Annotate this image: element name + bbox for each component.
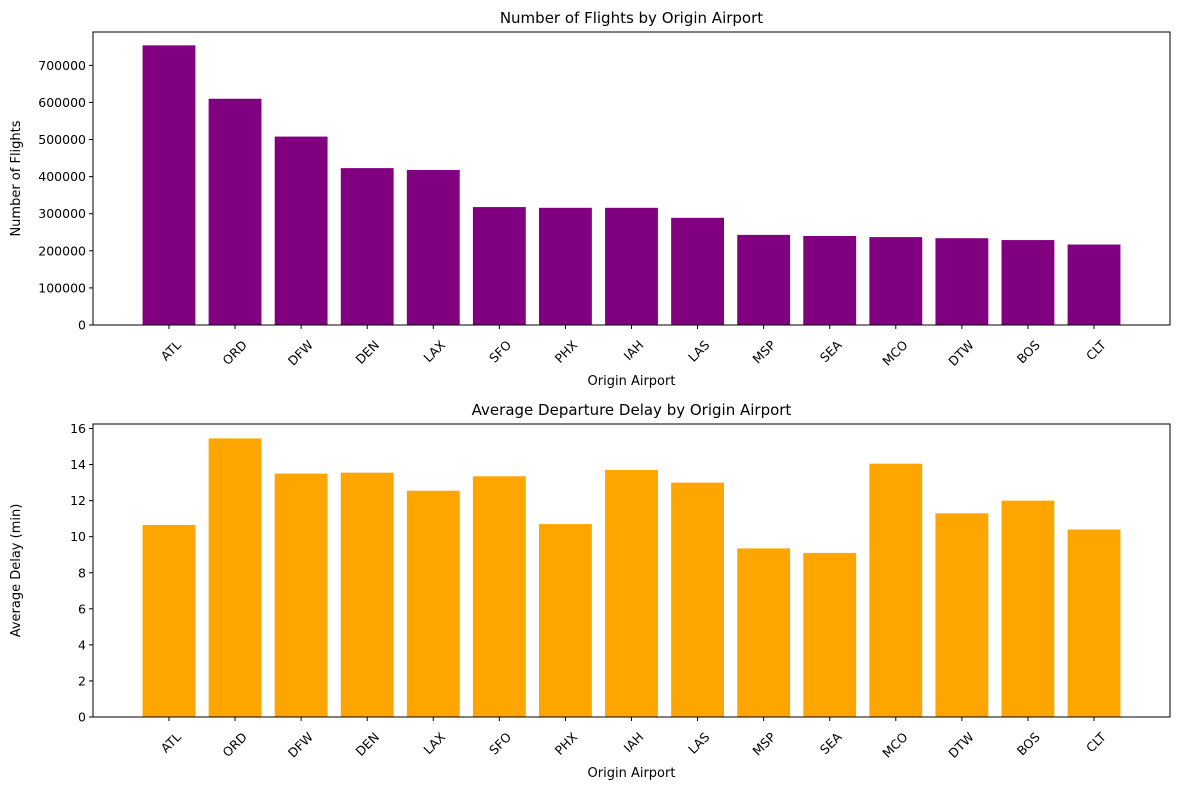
y-tick-label: 14 bbox=[70, 457, 86, 472]
bar-mco bbox=[869, 237, 923, 325]
x-tick-label-msp: MSP bbox=[749, 337, 779, 367]
x-tick-label-bos: BOS bbox=[1014, 337, 1043, 366]
x-tick-label-clt: CLT bbox=[1083, 729, 1109, 755]
bar-bos bbox=[1001, 500, 1055, 717]
x-tick-label-atl: ATL bbox=[158, 729, 184, 755]
bar-iah bbox=[605, 469, 658, 717]
y-axis-label: Average Delay (min) bbox=[9, 504, 24, 638]
x-tick-label-sea: SEA bbox=[817, 729, 845, 757]
y-tick-label: 0 bbox=[78, 710, 86, 725]
bar-clt bbox=[1067, 244, 1121, 325]
y-tick-label: 12 bbox=[70, 493, 86, 508]
bar-msp bbox=[737, 548, 791, 717]
bar-dtw bbox=[935, 513, 989, 717]
x-tick-label-atl: ATL bbox=[158, 337, 184, 363]
y-tick-label: 10 bbox=[70, 529, 86, 544]
x-tick-label-dtw: DTW bbox=[945, 729, 977, 761]
bar-dfw bbox=[274, 136, 328, 325]
bar-las bbox=[671, 482, 724, 717]
x-tick-label-clt: CLT bbox=[1083, 337, 1109, 363]
y-tick-label: 6 bbox=[78, 601, 86, 616]
x-tick-label-den: DEN bbox=[353, 729, 383, 759]
x-tick-label-bos: BOS bbox=[1014, 729, 1043, 758]
x-tick-label-las: LAS bbox=[685, 337, 712, 364]
bar-sea bbox=[803, 552, 857, 717]
bar-atl bbox=[142, 524, 196, 717]
x-tick-label-lax: LAX bbox=[420, 337, 448, 365]
bar-sfo bbox=[472, 476, 526, 717]
x-tick-label-den: DEN bbox=[353, 337, 383, 367]
x-tick-label-dfw: DFW bbox=[285, 729, 316, 760]
x-tick-label-iah: IAH bbox=[620, 337, 646, 363]
bar-sea bbox=[803, 235, 857, 325]
bar-den bbox=[340, 168, 394, 325]
x-tick-label-sea: SEA bbox=[817, 337, 845, 365]
y-tick-label: 0 bbox=[78, 318, 86, 333]
x-tick-label-dtw: DTW bbox=[945, 337, 977, 369]
y-tick-label: 400000 bbox=[38, 169, 86, 184]
bar-las bbox=[671, 217, 724, 325]
bar-bos bbox=[1001, 240, 1055, 325]
x-tick-label-mco: MCO bbox=[879, 337, 910, 368]
x-tick-label-las: LAS bbox=[685, 729, 712, 756]
y-tick-label: 300000 bbox=[38, 206, 86, 221]
y-tick-label: 700000 bbox=[38, 58, 86, 73]
bar-msp bbox=[737, 234, 791, 325]
x-tick-label-dfw: DFW bbox=[285, 337, 316, 368]
bar-dfw bbox=[274, 473, 328, 717]
x-tick-label-phx: PHX bbox=[552, 337, 581, 366]
y-tick-label: 500000 bbox=[38, 132, 86, 147]
bar-phx bbox=[539, 207, 592, 325]
x-tick-label-mco: MCO bbox=[879, 729, 910, 760]
x-tick-label-phx: PHX bbox=[552, 729, 581, 758]
chart-title: Number of Flights by Origin Airport bbox=[500, 9, 763, 27]
chart-title: Average Departure Delay by Origin Airpor… bbox=[472, 401, 792, 419]
x-tick-label-iah: IAH bbox=[620, 729, 646, 755]
y-tick-label: 16 bbox=[70, 421, 86, 436]
bar-clt bbox=[1067, 529, 1121, 717]
bar-atl bbox=[142, 45, 196, 325]
bar-dtw bbox=[935, 238, 989, 325]
x-tick-label-ord: ORD bbox=[219, 729, 250, 760]
y-tick-label: 600000 bbox=[38, 95, 86, 110]
bar-phx bbox=[539, 524, 592, 717]
y-tick-label: 2 bbox=[78, 673, 86, 688]
bar-lax bbox=[406, 490, 460, 717]
bar-ord bbox=[208, 98, 262, 325]
y-tick-label: 4 bbox=[78, 637, 86, 652]
x-axis-label: Origin Airport bbox=[588, 766, 676, 781]
bar-mco bbox=[869, 463, 923, 717]
y-tick-label: 200000 bbox=[38, 243, 86, 258]
bar-ord bbox=[208, 438, 262, 717]
x-tick-label-msp: MSP bbox=[749, 729, 779, 759]
x-tick-label-lax: LAX bbox=[420, 729, 448, 757]
bar-sfo bbox=[472, 207, 526, 325]
x-tick-label-ord: ORD bbox=[219, 337, 250, 368]
chart-panel-2: 0 2 4 6 8 10 12 14 16 ATL ORD DFW DEN LAX SFO PHX IAH LAS… bbox=[9, 401, 1171, 781]
bar-den bbox=[340, 472, 394, 717]
bar-lax bbox=[406, 169, 460, 325]
bar-iah bbox=[605, 207, 658, 325]
y-tick-label: 100000 bbox=[38, 280, 86, 295]
y-axis-label: Number of Flights bbox=[9, 120, 24, 236]
x-tick-label-sfo: SFO bbox=[486, 729, 514, 757]
chart-panel-1: 0 100000 200000 300000 400000 500000 600000 700… bbox=[9, 9, 1171, 389]
x-tick-label-sfo: SFO bbox=[486, 337, 514, 365]
y-tick-label: 8 bbox=[78, 565, 86, 580]
x-axis-label: Origin Airport bbox=[588, 374, 676, 389]
